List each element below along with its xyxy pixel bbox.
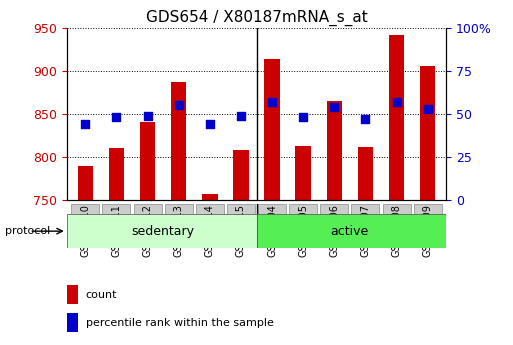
Bar	[133, 204, 162, 214]
Bar	[420, 66, 436, 200]
Bar	[289, 204, 317, 214]
Point	[268, 99, 276, 105]
Bar	[109, 148, 124, 200]
Text: GSM11208: GSM11208	[391, 204, 402, 257]
Point	[144, 113, 152, 118]
Text: active: active	[331, 225, 369, 238]
Text: GSM11210: GSM11210	[81, 204, 90, 257]
Bar	[67, 214, 256, 248]
Bar	[320, 204, 348, 214]
Text: count: count	[86, 290, 117, 299]
Bar	[196, 204, 224, 214]
Bar	[413, 204, 442, 214]
Point	[330, 104, 339, 110]
Text: GSM11204: GSM11204	[267, 204, 277, 257]
Point	[81, 121, 89, 127]
Point	[206, 121, 214, 127]
Bar	[71, 204, 100, 214]
Text: percentile rank within the sample: percentile rank within the sample	[86, 318, 273, 327]
Text: GSM11206: GSM11206	[329, 204, 339, 257]
Point	[112, 115, 121, 120]
Bar	[351, 204, 380, 214]
Text: protocol: protocol	[5, 226, 50, 236]
Bar	[256, 214, 459, 248]
Point	[299, 115, 307, 120]
Title: GDS654 / X80187mRNA_s_at: GDS654 / X80187mRNA_s_at	[146, 10, 367, 26]
Bar	[67, 313, 78, 332]
Bar	[171, 82, 187, 200]
Point	[174, 102, 183, 108]
Bar	[264, 59, 280, 200]
Text: GSM11211: GSM11211	[111, 204, 122, 257]
Text: GSM11215: GSM11215	[236, 204, 246, 257]
Text: sedentary: sedentary	[132, 225, 194, 238]
Text: GSM11209: GSM11209	[423, 204, 432, 257]
Text: GSM11207: GSM11207	[361, 204, 370, 257]
Bar	[383, 204, 410, 214]
Bar	[358, 147, 373, 200]
Bar	[326, 101, 342, 200]
Bar	[202, 194, 218, 200]
Bar	[295, 146, 311, 200]
Point	[392, 99, 401, 105]
Point	[424, 106, 432, 111]
Text: GSM11212: GSM11212	[143, 204, 152, 257]
Bar	[140, 122, 155, 200]
Text: GSM11205: GSM11205	[298, 204, 308, 257]
Point	[361, 116, 369, 122]
Bar	[227, 204, 255, 214]
Bar	[77, 167, 93, 200]
Bar	[233, 150, 249, 200]
Bar	[258, 204, 286, 214]
Bar	[67, 285, 78, 304]
Bar	[103, 204, 130, 214]
Text: GSM11214: GSM11214	[205, 204, 215, 257]
Point	[237, 113, 245, 118]
Bar	[165, 204, 193, 214]
Text: GSM11213: GSM11213	[174, 204, 184, 257]
Bar	[389, 34, 404, 200]
